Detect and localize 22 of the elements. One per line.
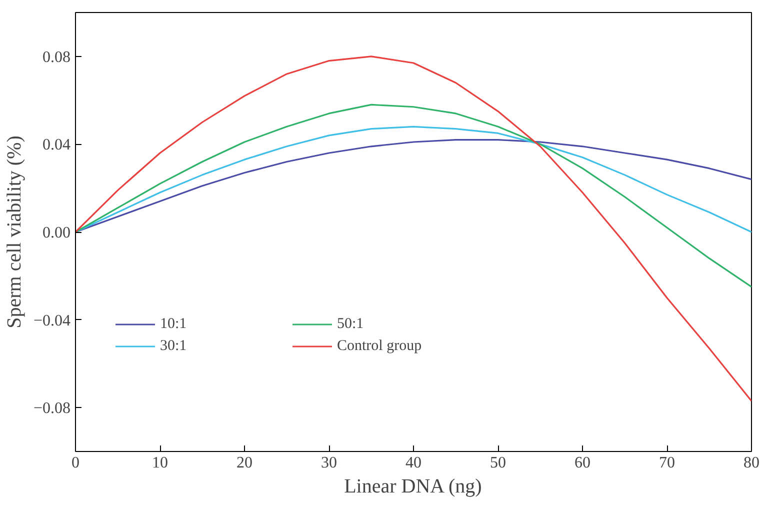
legend-label: 30:1	[160, 338, 188, 354]
x-tick-label: 10	[152, 454, 168, 472]
x-tick-label: 80	[744, 454, 760, 472]
y-tick-label: 0.08	[42, 48, 70, 66]
x-tick-label: 40	[406, 454, 422, 472]
x-tick-label: 30	[321, 454, 337, 472]
x-tick-label: 60	[574, 454, 590, 472]
y-axis-title: Sperm cell viability (%)	[3, 136, 26, 328]
y-tick-label: −0.08	[33, 400, 71, 418]
y-tick-label: 0.00	[42, 224, 70, 242]
x-tick-label: 0	[72, 454, 80, 472]
y-tick-label: −0.04	[33, 312, 71, 330]
x-tick-label: 50	[490, 454, 506, 472]
x-tick-label: 70	[659, 454, 675, 472]
x-axis-title: Linear DNA (ng)	[344, 476, 482, 498]
x-tick-label: 20	[236, 454, 252, 472]
line-series	[76, 56, 752, 402]
legend-label: 50:1	[337, 316, 365, 332]
y-tick-label: 0.04	[42, 136, 70, 154]
legend-label: 10:1	[160, 316, 188, 332]
legend-label: Control group	[337, 338, 423, 354]
line-series	[76, 104, 752, 288]
